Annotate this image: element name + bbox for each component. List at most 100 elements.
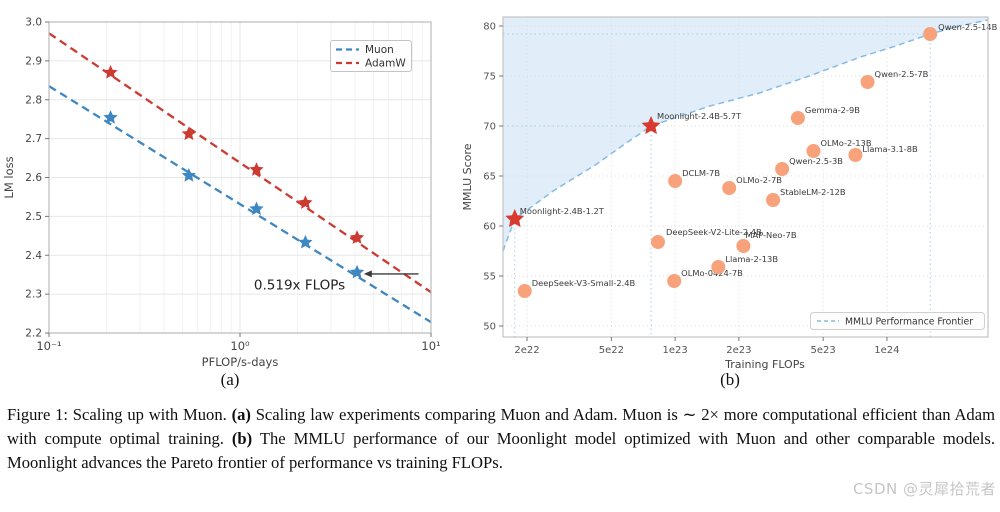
y-tick-label: 70 — [483, 122, 496, 133]
caption-text: Figure 1: Scaling up with Muon. — [7, 405, 232, 424]
y-tick-label: 3.0 — [25, 17, 42, 29]
point-label: Moonlight-2.4B-1.2T — [520, 206, 605, 216]
model-point — [650, 235, 665, 249]
moonlight-star-marker — [505, 209, 525, 228]
y-tick-label: 2.6 — [25, 172, 42, 184]
model-point — [806, 144, 821, 158]
mmlu-frontier-chart: Moonlight-2.4B-1.2T Moonlight-2.4B-5.7T De… — [461, 16, 998, 371]
point-label: Llama-3.1-8B — [862, 144, 918, 154]
point-label: DeepSeek-V2-Lite-2.4B — [666, 227, 762, 237]
x-tick-label: 1e23 — [662, 345, 687, 356]
plot-b: Moonlight-2.4B-1.2T Moonlight-2.4B-5.7T De… — [461, 16, 998, 371]
star-marker — [349, 230, 365, 244]
x-axis-label: Training FLOPs — [724, 358, 805, 371]
fit-line — [48, 32, 432, 294]
model-point — [860, 75, 875, 89]
model-point — [517, 284, 532, 298]
flops-annotation: 0.519x FLOPs — [254, 270, 419, 293]
star-marker — [103, 65, 118, 79]
point-label: Moonlight-2.4B-5.7T — [657, 111, 742, 121]
y-tick-label: 2.3 — [25, 289, 42, 301]
point-label: DeepSeek-V3-Small-2.4B — [532, 278, 636, 288]
y-axis-label: LM loss — [2, 156, 16, 198]
model-point — [736, 239, 751, 253]
star-marker — [103, 110, 118, 124]
y-tick-label: 80 — [483, 22, 496, 33]
point-label: StableLM-2-12B — [780, 187, 846, 197]
x-tick-label: 10¹ — [421, 339, 440, 353]
series-adamw — [48, 32, 432, 294]
caption-text: The MMLU performance of our Moonlight mo… — [7, 429, 995, 472]
y-tick-label: 2.4 — [25, 250, 42, 262]
moonlight-star-marker — [641, 116, 661, 135]
point-label: OLMo-2-7B — [736, 175, 782, 185]
y-tick-label: 2.9 — [25, 55, 42, 67]
star-marker — [298, 195, 313, 209]
point-label: Qwen-2.5-14B — [938, 22, 997, 32]
x-tick-label: 5e23 — [811, 345, 836, 356]
subcaption-b: (b) — [720, 370, 740, 389]
x-tick-label: 10⁰ — [230, 339, 250, 353]
caption-bold-marker: (b) — [231, 429, 253, 448]
caption-text: Scaling law experiments comparing Muon a… — [7, 405, 995, 448]
legend-label: Muon — [365, 44, 394, 56]
legend-label: AdamW — [365, 58, 406, 70]
legend-box — [810, 312, 985, 330]
subcaption-a: (a) — [220, 370, 240, 389]
model-point — [668, 174, 683, 188]
x-tick-label: 10⁻¹ — [36, 339, 61, 353]
model-point — [790, 111, 805, 125]
star-marker — [249, 162, 264, 176]
y-tick-label: 65 — [483, 172, 496, 183]
y-tick-label: 2.7 — [25, 133, 42, 145]
series-muon — [48, 85, 432, 324]
x-tick-label: 2e22 — [514, 345, 539, 356]
x-tick-label: 5e22 — [599, 345, 624, 356]
point-label: DCLM-7B — [682, 168, 720, 178]
annotation-text: 0.519x FLOPs — [254, 277, 345, 293]
legend-a: Muon AdamW — [330, 40, 412, 72]
point-label: OLMo-2-13B — [820, 138, 871, 148]
x-axis-label: PFLOP/s-days — [202, 355, 279, 369]
point-label: MAP-Neo-7B — [745, 230, 796, 240]
frontier-fill-region — [503, 17, 988, 251]
annotation-arrowhead — [363, 270, 372, 278]
legend-label: MMLU Performance Frontier — [845, 317, 973, 328]
y-tick-label: 75 — [483, 72, 496, 83]
model-point — [775, 162, 790, 176]
y-tick-label: 2.2 — [25, 328, 42, 340]
y-tick-label: 2.5 — [25, 211, 42, 223]
y-tick-label: 55 — [483, 272, 496, 283]
scaling-law-chart: 0.519x FLOPs3.02.92.82.72.62.52.42.32.21… — [2, 17, 441, 369]
model-point — [923, 27, 938, 41]
y-tick-label: 60 — [483, 222, 496, 233]
point-label: OLMo-0424-7B — [681, 268, 743, 278]
plot-border — [502, 16, 989, 338]
star-marker — [298, 234, 313, 249]
caption-bold-marker: (a) — [231, 405, 251, 424]
point-label: Qwen-2.5-7B — [875, 69, 929, 79]
y-axis-label: MMLU Score — [461, 143, 474, 210]
model-point — [766, 193, 781, 207]
star-marker — [249, 201, 264, 216]
star-marker — [181, 168, 197, 182]
point-label: Qwen-2.5-3B — [789, 156, 843, 166]
model-point — [667, 274, 682, 288]
point-label: Llama-2-13B — [725, 254, 778, 264]
figure-caption: Figure 1: Scaling up with Muon. (a) Scal… — [7, 403, 995, 475]
plot-a: 0.519x FLOPs3.02.92.82.72.62.52.42.32.21… — [2, 17, 441, 369]
star-marker — [349, 264, 365, 279]
model-point — [722, 181, 737, 195]
model-point — [848, 148, 863, 162]
fit-line — [48, 85, 432, 324]
model-point — [711, 260, 726, 274]
x-tick-label: 2e23 — [726, 345, 751, 356]
watermark: CSDN @灵犀拾荒者 — [852, 480, 996, 498]
y-tick-label: 50 — [483, 322, 496, 333]
star-marker — [181, 126, 197, 141]
x-tick-label: 1e24 — [874, 345, 899, 356]
legend-b: MMLU Performance Frontier — [810, 312, 985, 330]
y-tick-label: 2.8 — [25, 94, 42, 106]
point-label: Gemma-2-9B — [805, 105, 860, 115]
